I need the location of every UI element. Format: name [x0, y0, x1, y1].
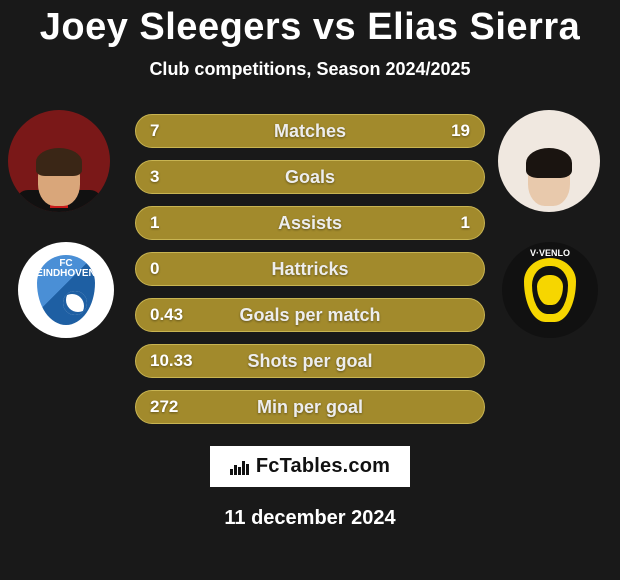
bars-icon: [230, 459, 250, 475]
stat-row: 0.43Goals per match: [135, 298, 485, 332]
page-title: Joey Sleegers vs Elias Sierra: [40, 6, 581, 49]
stat-label: Goals per match: [202, 305, 418, 326]
club-right-badge: V·VENLO: [502, 242, 598, 338]
stat-left-value: 0.43: [150, 305, 202, 325]
brand-text: FcTables.com: [256, 455, 390, 478]
stat-left-value: 7: [150, 121, 202, 141]
stat-row: 3Goals: [135, 160, 485, 194]
brand-badge: FcTables.com: [210, 446, 410, 487]
stat-label: Goals: [202, 167, 418, 188]
player-right-avatar: [498, 110, 600, 212]
stat-right-value: 1: [418, 213, 470, 233]
stat-row: 10.33Shots per goal: [135, 344, 485, 378]
stat-left-value: 10.33: [150, 351, 202, 371]
stat-left-value: 3: [150, 167, 202, 187]
stat-row: 272Min per goal: [135, 390, 485, 424]
stat-label: Shots per goal: [202, 351, 418, 372]
club-right-label: V·VENLO: [530, 248, 570, 258]
stat-left-value: 1: [150, 213, 202, 233]
club-left-badge: FCEINDHOVEN: [18, 242, 114, 338]
stat-right-value: 19: [418, 121, 470, 141]
player-left-avatar: [8, 110, 110, 212]
stats-area: FCEINDHOVEN V·VENLO 7Matches19 3Goals 1Ass…: [0, 114, 620, 436]
stat-label: Matches: [202, 121, 418, 142]
stats-list: 7Matches193Goals1Assists10Hattricks0.43G…: [135, 114, 485, 436]
comparison-card: Joey Sleegers vs Elias Sierra Club compe…: [0, 0, 620, 580]
subtitle: Club competitions, Season 2024/2025: [149, 59, 470, 80]
stat-label: Hattricks: [202, 259, 418, 280]
stat-label: Min per goal: [202, 397, 418, 418]
stat-row: 0Hattricks: [135, 252, 485, 286]
club-left-label: FCEINDHOVEN: [36, 259, 95, 279]
stat-label: Assists: [202, 213, 418, 234]
stat-row: 7Matches19: [135, 114, 485, 148]
stat-left-value: 272: [150, 397, 202, 417]
stat-left-value: 0: [150, 259, 202, 279]
date-text: 11 december 2024: [224, 507, 395, 530]
stat-row: 1Assists1: [135, 206, 485, 240]
